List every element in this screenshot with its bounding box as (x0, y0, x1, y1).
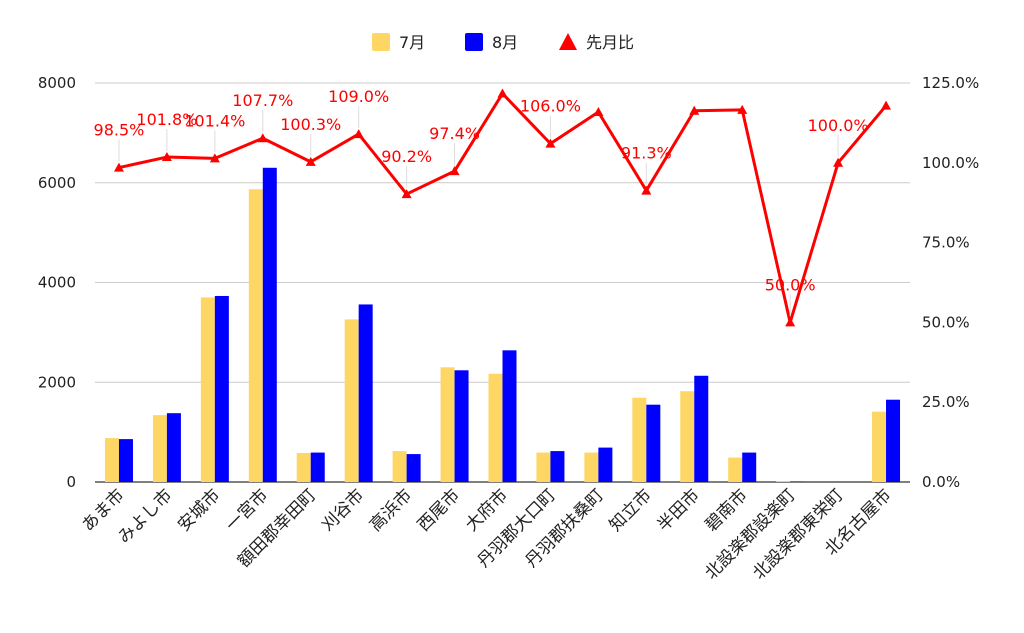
bar-july (728, 457, 743, 482)
ratio-point (449, 166, 460, 176)
bar-august (262, 167, 277, 482)
x-category-label: 刈谷市 (318, 485, 368, 535)
bar-august (358, 304, 373, 482)
ratio-point (113, 162, 124, 172)
ratio-data-label: 100.0% (808, 116, 869, 135)
ratio-data-label: 101.4% (184, 111, 245, 130)
x-category-label: 半田市 (654, 485, 704, 535)
bar-july (296, 453, 311, 482)
bar-july (200, 297, 215, 482)
ratio-point (257, 133, 268, 143)
bar-august (886, 399, 901, 482)
legend-august-swatch (465, 33, 483, 51)
bar-august (550, 451, 565, 482)
ratio-data-label: 50.0% (765, 275, 816, 294)
ratio-data-label: 101.8% (136, 110, 197, 129)
bar-july (488, 373, 503, 482)
ratio-data-label: 107.7% (232, 91, 293, 110)
bar-july (632, 397, 647, 482)
ratio-data-label: 97.4% (429, 124, 480, 143)
y-left-tick-label: 2000 (38, 373, 76, 391)
ratio-data-label: 90.2% (381, 147, 432, 166)
y-left-tick-label: 4000 (38, 274, 76, 292)
ratio-point (689, 105, 700, 115)
ratio-point (785, 317, 796, 327)
bar-july (680, 391, 695, 482)
y-left-tick-label: 8000 (38, 74, 76, 92)
bar-july (536, 452, 551, 482)
legend-july-label: 7月 (399, 33, 425, 52)
x-category-label: 西尾市 (414, 485, 464, 535)
bar-july (584, 452, 599, 482)
y-left-tick-label: 6000 (38, 174, 76, 192)
ratio-point (881, 100, 892, 110)
legend-july-swatch (372, 33, 390, 51)
bar-july (440, 367, 455, 482)
bar-august (598, 447, 613, 482)
bar-july (152, 415, 167, 482)
legend-august-label: 8月 (492, 33, 518, 52)
x-category-label: 知立市 (606, 485, 656, 535)
ratio-data-label: 100.3% (280, 115, 341, 134)
ratio-point (737, 104, 748, 114)
bar-august (406, 454, 421, 482)
y-right-tick-label: 0.0% (922, 473, 960, 491)
y-left-tick-label: 0 (66, 473, 76, 491)
bar-august (646, 404, 661, 482)
y-right-tick-label: 75.0% (922, 234, 970, 252)
legend-ratio-swatch (559, 33, 577, 50)
ratio-data-label: 109.0% (328, 87, 389, 106)
bar-august (310, 452, 325, 482)
bar-july (872, 411, 887, 482)
bar-august (742, 452, 757, 482)
y-right-tick-label: 125.0% (922, 74, 979, 92)
bar-july (344, 319, 359, 482)
y-right-tick-label: 100.0% (922, 154, 979, 172)
ratio-point (833, 157, 844, 167)
bar-july (248, 189, 263, 482)
ratio-point (497, 88, 508, 98)
ratio-point (353, 129, 364, 139)
bar-july (392, 451, 407, 482)
legend-ratio-label: 先月比 (586, 33, 634, 52)
ratio-data-label: 106.0% (520, 97, 581, 116)
bar-august (502, 350, 517, 482)
ratio-point (545, 138, 556, 148)
ratio-data-label: 91.3% (621, 144, 672, 163)
ratio-point (593, 107, 604, 117)
y-right-tick-label: 50.0% (922, 313, 970, 331)
x-category-label: 安城市 (174, 485, 224, 535)
bar-august (694, 375, 709, 482)
ratio-point (641, 185, 652, 195)
y-right-tick-label: 25.0% (922, 393, 970, 411)
ratio-point (209, 153, 220, 163)
bar-july (104, 438, 119, 482)
bar-august (454, 370, 469, 482)
x-category-label: 高浜市 (366, 485, 416, 535)
ratio-point (305, 156, 316, 166)
bar-august (166, 413, 181, 482)
bar-august (214, 295, 229, 482)
ratio-point (401, 189, 412, 199)
ratio-point (161, 152, 172, 162)
ratio-data-label: 98.5% (94, 121, 145, 140)
bar-august (118, 439, 133, 482)
